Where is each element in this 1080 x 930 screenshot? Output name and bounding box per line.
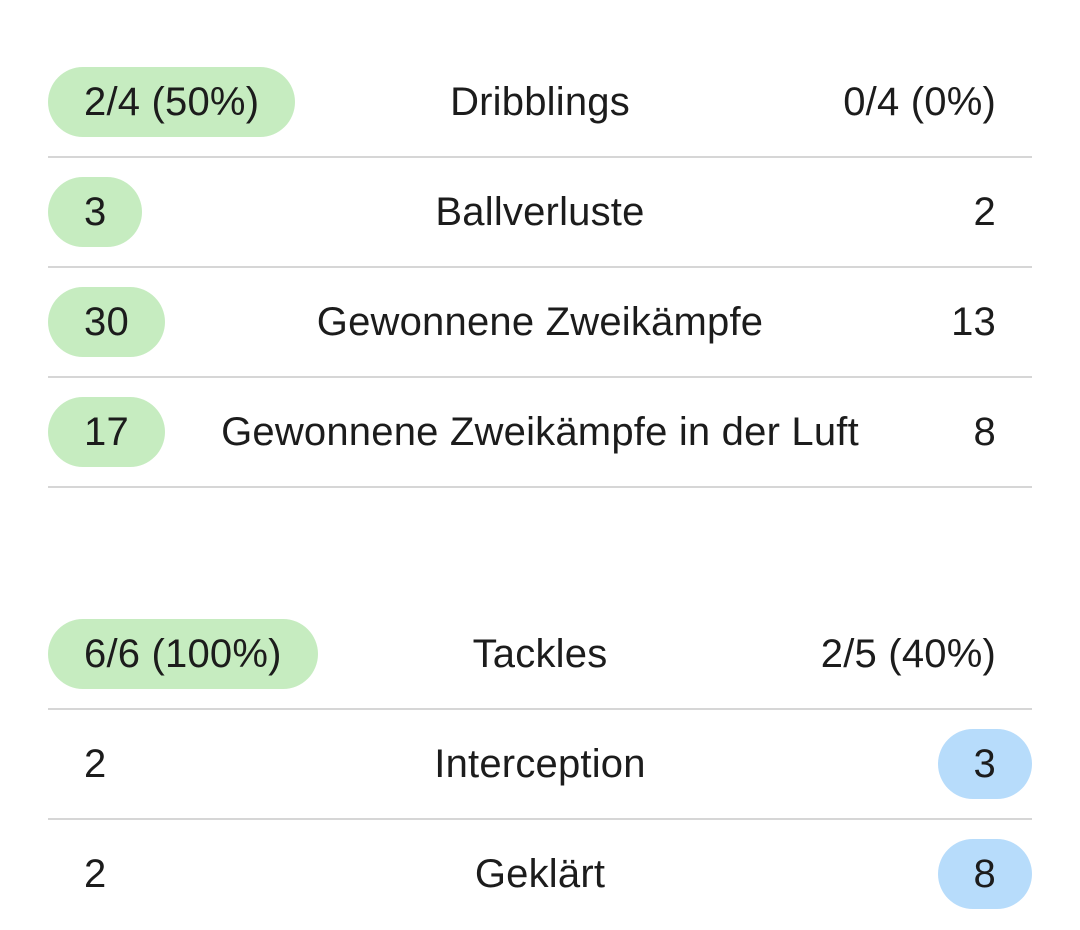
stat-label: Gewonnene Zweikämpfe <box>316 299 764 344</box>
stat-row-geklaert: 2 Geklärt 8 <box>48 820 1032 930</box>
stat-row-zweikaempfe: 30 Gewonnene Zweikämpfe 13 <box>48 268 1032 378</box>
away-value: 3 <box>937 729 1032 799</box>
away-value: 2 <box>973 190 996 234</box>
stat-label: Tackles <box>472 631 608 676</box>
away-value: 2/5 (40%) <box>820 632 996 676</box>
home-value: 3 <box>48 177 143 247</box>
home-value: 30 <box>48 287 165 357</box>
stat-row-interception: 2 Interception 3 <box>48 710 1032 820</box>
away-value: 13 <box>951 300 996 344</box>
home-value: 17 <box>48 397 165 467</box>
stat-row-tackles: 6/6 (100%) Tackles 2/5 (40%) <box>48 600 1032 710</box>
home-value: 2 <box>84 742 107 786</box>
stat-label: Gewonnene Zweikämpfe in der Luft <box>221 409 859 454</box>
stat-label: Dribblings <box>450 79 630 124</box>
stat-label: Interception <box>434 741 646 786</box>
home-value: 2 <box>84 852 107 896</box>
stat-row-zweikaempfe-luft: 17 Gewonnene Zweikämpfe in der Luft 8 <box>48 378 1032 488</box>
away-value: 8 <box>973 410 996 454</box>
stat-label: Geklärt <box>474 851 606 896</box>
away-value: 8 <box>937 839 1032 909</box>
home-value: 2/4 (50%) <box>48 67 296 137</box>
stat-row-ballverluste: 3 Ballverluste 2 <box>48 158 1032 268</box>
stats-section-defending: 6/6 (100%) Tackles 2/5 (40%) 2 Intercept… <box>48 600 1032 930</box>
away-value: 0/4 (0%) <box>843 80 996 124</box>
stat-label: Ballverluste <box>435 189 645 234</box>
stat-row-dribblings: 2/4 (50%) Dribblings 0/4 (0%) <box>48 48 1032 158</box>
stats-section-attacking: 2/4 (50%) Dribblings 0/4 (0%) 3 Ballverl… <box>48 48 1032 488</box>
home-value: 6/6 (100%) <box>48 619 318 689</box>
